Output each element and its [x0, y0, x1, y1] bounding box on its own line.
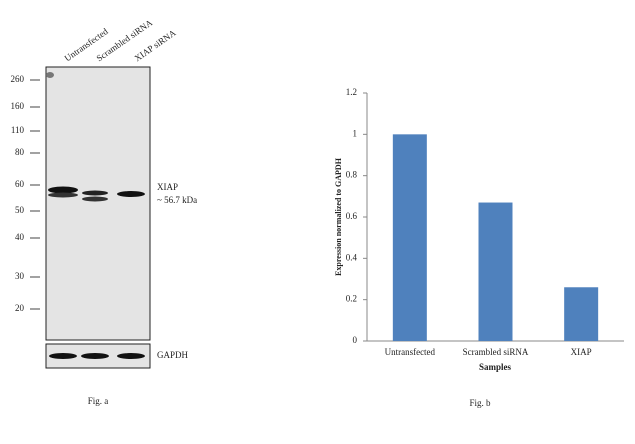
- marker-label: 40: [15, 232, 25, 242]
- y-tick-label: 0.4: [346, 252, 358, 262]
- bar: [478, 202, 513, 341]
- band: [117, 353, 145, 359]
- marker-label: 80: [15, 147, 25, 157]
- bar: [564, 287, 599, 341]
- loading-control-label: GAPDH: [157, 350, 189, 360]
- bar: [392, 134, 427, 341]
- y-tick-label: 0.2: [346, 294, 357, 304]
- x-axis-label: Samples: [479, 362, 512, 372]
- marker-label: 160: [11, 101, 25, 111]
- band: [117, 191, 145, 197]
- marker-label: 110: [11, 125, 25, 135]
- band-size: ~ 56.7 kDa: [157, 195, 197, 205]
- band: [48, 186, 78, 194]
- band-label: XIAP: [157, 182, 178, 192]
- marker-label: 30: [15, 271, 25, 281]
- y-tick-label: 0.6: [346, 211, 358, 221]
- x-tick-label: Untransfected: [385, 347, 436, 357]
- y-tick-label: 1: [353, 128, 358, 138]
- band: [81, 353, 109, 359]
- x-tick-label: Scrambled siRNA: [463, 347, 529, 357]
- blot-panel: [45, 66, 151, 341]
- marker-label: 50: [15, 205, 25, 215]
- marker-label: 260: [11, 74, 25, 84]
- caption: Fig. b: [469, 398, 491, 408]
- band: [48, 192, 78, 198]
- band: [82, 190, 108, 196]
- caption: Fig. a: [88, 396, 109, 406]
- y-tick-label: 0: [353, 335, 358, 345]
- band: [49, 353, 77, 359]
- y-axis-label: Expression normalized to GAPDH: [334, 157, 343, 276]
- y-tick-label: 0.8: [346, 170, 358, 180]
- blot-smear: [46, 72, 54, 78]
- band: [82, 196, 108, 202]
- marker-label: 20: [15, 303, 25, 313]
- marker-label: 60: [15, 179, 25, 189]
- y-tick-label: 1.2: [346, 87, 357, 97]
- x-tick-label: XIAP: [571, 347, 592, 357]
